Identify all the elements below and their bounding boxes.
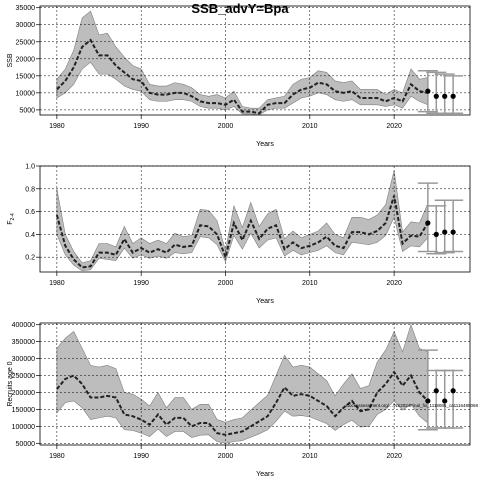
x-tick-label: 2000 bbox=[218, 453, 234, 460]
forecast-interval bbox=[443, 369, 464, 429]
y-tick-label: 100000 bbox=[12, 424, 35, 431]
y-tick-label: 150000 bbox=[12, 407, 35, 414]
x-tick-label: 1990 bbox=[133, 123, 149, 130]
panels: 1980 1990 2000 2010 2020 5000 10000 15000 20000 2… bbox=[7, 5, 478, 478]
forecast-point bbox=[433, 231, 439, 237]
source-annotation: stockassessment.org/.../NS2024Final_fix_… bbox=[345, 403, 478, 408]
x-tick-label: 2020 bbox=[386, 280, 402, 287]
x-tick-label: 2010 bbox=[302, 123, 318, 130]
y-tick-label: 1.0 bbox=[25, 164, 35, 171]
forecast-point bbox=[425, 88, 431, 94]
x-tick-label: 1980 bbox=[49, 280, 65, 287]
forecast-interval bbox=[443, 199, 464, 253]
plot-frame bbox=[39, 5, 471, 116]
y-tick-label: 5000 bbox=[19, 107, 35, 114]
panel-3: 1980 1990 2000 2010 2020 50000 100000 150000 200… bbox=[7, 322, 478, 478]
y-tick-label: 0.2 bbox=[25, 255, 35, 262]
y-tick-label: 350000 bbox=[12, 339, 35, 346]
grid bbox=[40, 323, 470, 445]
x-axis-label: Years bbox=[256, 141, 274, 148]
y-tick-label: 300000 bbox=[12, 356, 35, 363]
forecast-point bbox=[442, 398, 448, 404]
x-tick-label: 2010 bbox=[302, 280, 318, 287]
forecast-point bbox=[425, 398, 431, 404]
y-tick-label: 0.4 bbox=[25, 232, 35, 239]
y-tick-label: 50000 bbox=[16, 441, 36, 448]
panel-1: 1980 1990 2000 2010 2020 5000 10000 15000 20000 2… bbox=[7, 5, 471, 148]
y-axis-label-sub: 2-4 bbox=[10, 213, 16, 220]
estimate-line bbox=[56, 370, 429, 436]
forecast-point bbox=[433, 388, 439, 394]
x-tick-label: 2000 bbox=[218, 280, 234, 287]
y-axis-label: F2-4 bbox=[7, 213, 16, 225]
y-axis-label: SSB bbox=[7, 53, 14, 67]
x-tick-label: 2000 bbox=[218, 123, 234, 130]
y-tick-label: 25000 bbox=[16, 39, 36, 46]
forecast-point bbox=[425, 220, 431, 226]
confidence-band bbox=[56, 323, 429, 444]
confidence-band bbox=[56, 170, 429, 272]
y-tick-label: 15000 bbox=[16, 73, 36, 80]
figure-title: SSB_advY=Bpa bbox=[191, 1, 289, 16]
x-tick-label: 2010 bbox=[302, 453, 318, 460]
y-tick-label: 0.6 bbox=[25, 209, 35, 216]
forecast-point bbox=[450, 388, 456, 394]
y-tick-label: 250000 bbox=[12, 373, 35, 380]
y-axis-label-main: F bbox=[7, 220, 14, 224]
plot-frame bbox=[39, 165, 471, 273]
y-tick-label: 400000 bbox=[12, 322, 35, 329]
x-tick-label: 2020 bbox=[386, 453, 402, 460]
forecast-point bbox=[433, 93, 439, 99]
y-tick-label: 35000 bbox=[16, 5, 36, 12]
plot-frame bbox=[39, 322, 471, 446]
forecast-interval bbox=[434, 199, 455, 254]
x-tick-label: 1980 bbox=[49, 453, 65, 460]
forecast-point bbox=[450, 229, 456, 235]
forecast-point bbox=[442, 229, 448, 235]
forecast-interval bbox=[417, 182, 438, 253]
forecast-point bbox=[450, 93, 456, 99]
y-tick-label: 30000 bbox=[16, 22, 36, 29]
y-tick-label: 10000 bbox=[16, 90, 36, 97]
x-tick-label: 1990 bbox=[133, 453, 149, 460]
panel-2: 1980 1990 2000 2010 2020 0.2 0.4 0.6 0.8 1.0 Years… bbox=[7, 164, 471, 305]
x-tick-label: 2020 bbox=[386, 123, 402, 130]
y-tick-label: 20000 bbox=[16, 56, 36, 63]
forecast-interval bbox=[417, 349, 438, 431]
x-axis-label: Years bbox=[256, 298, 274, 305]
y-axis-label: Recruits age 0 bbox=[7, 361, 14, 406]
y-tick-label: 200000 bbox=[12, 390, 35, 397]
x-tick-label: 1990 bbox=[133, 280, 149, 287]
forecast-point bbox=[442, 93, 448, 99]
x-axis-label: Years bbox=[256, 471, 274, 478]
x-tick-label: 1980 bbox=[49, 123, 65, 130]
estimate-line bbox=[56, 38, 429, 115]
y-tick-label: 0.8 bbox=[25, 186, 35, 193]
forecast-interval bbox=[426, 205, 447, 255]
